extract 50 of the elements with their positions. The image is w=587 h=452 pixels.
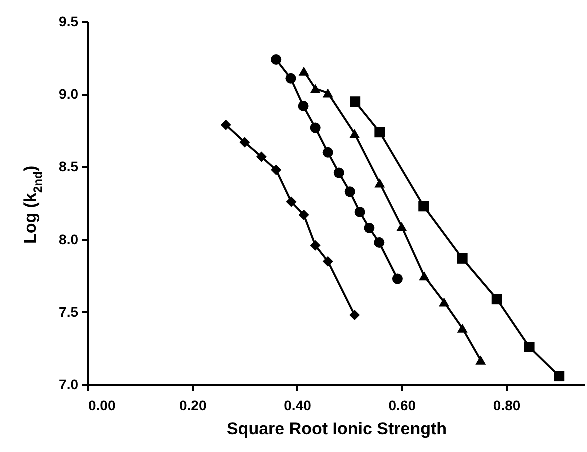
point (350, 96, 361, 108)
point (364, 222, 375, 234)
point (524, 342, 535, 352)
x-tick-label: 0.20 (180, 398, 207, 414)
point (298, 100, 309, 112)
point (492, 294, 502, 305)
x-tick-label: 0.80 (493, 398, 521, 414)
point (286, 73, 296, 84)
x-tick-label: 0.60 (388, 398, 416, 414)
point (419, 272, 430, 281)
point (322, 88, 334, 98)
point (350, 129, 360, 138)
point (439, 298, 450, 307)
y-tick-label: 8.5 (59, 158, 79, 175)
point (310, 240, 321, 251)
point (457, 324, 468, 333)
point (374, 178, 386, 188)
y-tick-label: 9.5 (59, 14, 79, 30)
point (374, 127, 386, 138)
point (286, 196, 297, 208)
point (310, 122, 321, 134)
point (271, 54, 282, 65)
point (220, 120, 232, 130)
y-tick-label: 7.5 (59, 304, 79, 320)
point (322, 147, 334, 158)
point (396, 222, 408, 232)
point (310, 84, 321, 94)
point (240, 137, 250, 148)
point (476, 356, 486, 365)
point (392, 274, 403, 284)
point (298, 210, 310, 220)
point (457, 253, 468, 264)
point (344, 186, 356, 198)
point (334, 168, 344, 178)
point (374, 237, 385, 248)
point (298, 66, 310, 76)
point (354, 206, 366, 218)
point (256, 152, 267, 162)
point (322, 256, 334, 267)
point (418, 201, 430, 212)
point (350, 310, 360, 321)
x-tick-label: 0.40 (284, 398, 312, 414)
y-tick-label: 9.0 (59, 86, 79, 102)
point (554, 371, 565, 382)
x-axis-title: Square Root Ionic Strength (226, 420, 448, 438)
x-tick-label: 0.00 (88, 398, 116, 414)
point (271, 164, 282, 176)
y-tick-label: 7.0 (59, 376, 79, 392)
y-axis-title: Log (k2nd) (21, 166, 45, 244)
y-tick-label: 8.0 (59, 231, 79, 248)
